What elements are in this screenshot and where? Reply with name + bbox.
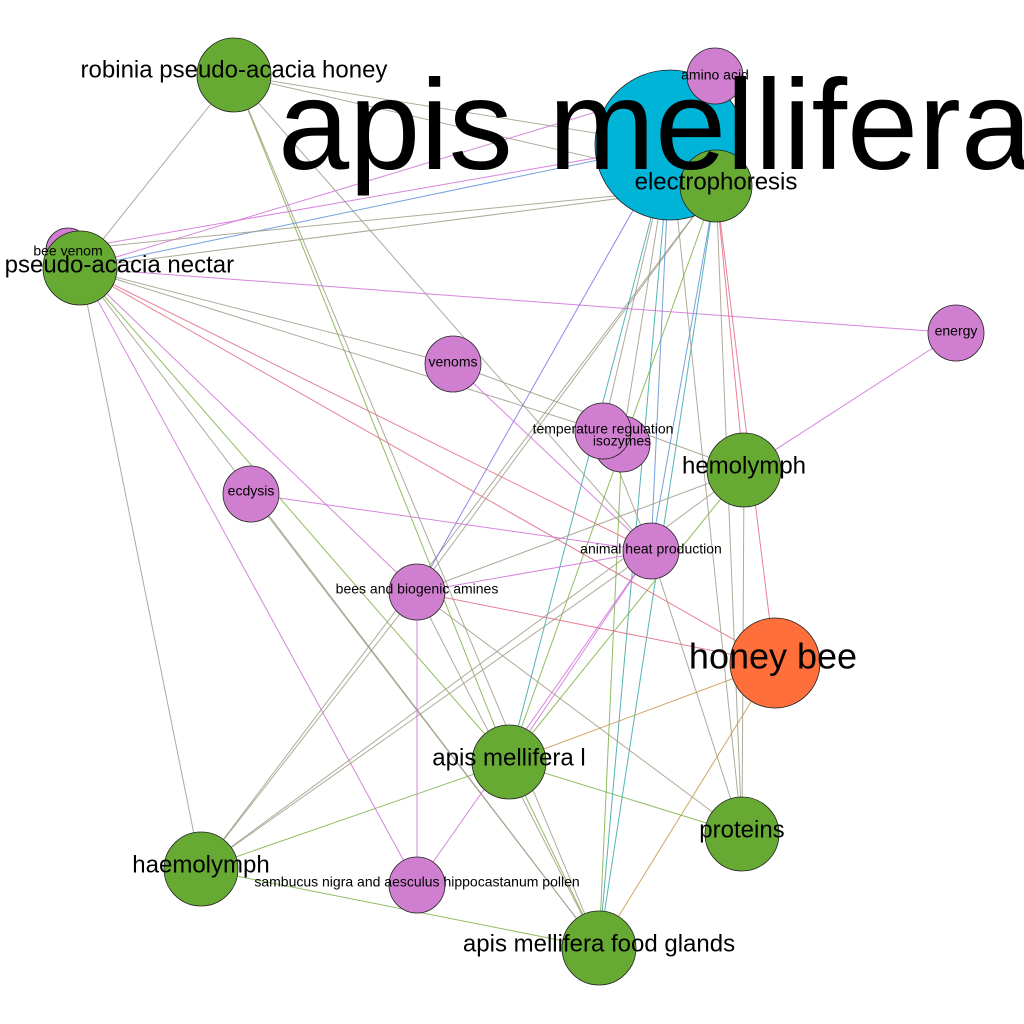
node-energy[interactable]	[927, 304, 985, 362]
edge-robinia-nectar-apis-mellifera	[79, 144, 671, 269]
label-isozymes: isozymes	[593, 433, 651, 449]
edge-venoms-animal-heat	[452, 363, 652, 552]
edge-ecdysis-food-glands	[250, 493, 600, 949]
edge-robinia-nectar-apis-mellifera-l	[79, 267, 510, 763]
edge-biogenic-amines-proteins	[416, 591, 743, 835]
edge-bee-venom-apis-mellifera	[67, 144, 671, 251]
node-venoms[interactable]	[424, 335, 482, 393]
node-animal-heat[interactable]	[622, 522, 680, 580]
edge-electrophoresis-haemolymph	[200, 185, 717, 870]
edge-electrophoresis-animal-heat	[650, 185, 717, 552]
label-apis-mellifera: apis mellifera	[278, 54, 1024, 197]
node-hemolymph[interactable]	[706, 432, 782, 508]
edge-electrophoresis-proteins	[715, 185, 743, 835]
label-robinia-honey: robinia pseudo-acacia honey	[81, 56, 388, 83]
label-amino-acid: amino acid	[681, 67, 749, 83]
edge-animal-heat-apis-mellifera-l	[508, 550, 652, 763]
edge-robinia-nectar-biogenic-amines	[79, 267, 418, 593]
edge-robinia-honey-apis-mellifera-l	[233, 74, 510, 763]
node-proteins[interactable]	[704, 796, 780, 872]
edge-robinia-honey-robinia-nectar	[79, 74, 235, 269]
edge-robinia-nectar-venoms	[79, 267, 454, 365]
edge-animal-heat-biogenic-amines	[416, 550, 652, 593]
edge-biogenic-amines-honey-bee	[416, 591, 776, 664]
edge-honey-bee-food-glands	[598, 662, 776, 949]
edge-ecdysis-animal-heat	[250, 493, 652, 552]
edge-apis-mellifera-biogenic-amines	[416, 144, 671, 593]
label-bee-venom: bee venom	[33, 243, 102, 259]
edge-apis-mellifera-l-proteins	[508, 761, 743, 835]
edge-animal-heat-pollen	[416, 550, 652, 886]
label-proteins: proteins	[699, 816, 784, 843]
edge-animal-heat-haemolymph	[200, 550, 652, 870]
label-hemolymph: hemolymph	[682, 452, 806, 479]
edge-biogenic-amines-haemolymph	[200, 591, 418, 870]
node-apis-mellifera-l[interactable]	[471, 724, 547, 800]
edge-hemolymph-apis-mellifera-l	[508, 469, 745, 763]
label-biogenic-amines: bees and biogenic amines	[336, 581, 499, 597]
edge-robinia-nectar-electrophoresis	[79, 185, 717, 269]
edge-bee-venom-electrophoresis	[67, 185, 717, 251]
label-robinia-nectar: robinia pseudo-acacia nectar	[0, 251, 234, 278]
edge-energy-hemolymph	[743, 332, 957, 471]
label-electrophoresis: electrophoresis	[635, 168, 798, 195]
edge-haemolymph-food-glands	[200, 868, 600, 949]
node-ecdysis[interactable]	[222, 465, 280, 523]
graph-nodes	[42, 37, 985, 986]
node-honey-bee[interactable]	[729, 617, 821, 709]
edge-electrophoresis-hemolymph	[715, 185, 745, 471]
label-apis-mellifera-l: apis mellifera l	[432, 744, 585, 771]
node-electrophoresis[interactable]	[679, 149, 753, 223]
edge-robinia-nectar-haemolymph	[79, 267, 202, 870]
node-pollen[interactable]	[388, 856, 446, 914]
label-energy: energy	[935, 323, 978, 339]
edge-robinia-nectar-animal-heat	[79, 267, 652, 552]
label-haemolymph: haemolymph	[132, 851, 269, 878]
edge-apis-mellifera-proteins	[669, 144, 743, 835]
edge-robinia-honey-food-glands	[233, 74, 600, 949]
label-animal-heat: animal heat production	[580, 541, 722, 557]
edge-robinia-honey-animal-heat	[233, 74, 652, 552]
edge-robinia-nectar-pollen	[79, 267, 418, 886]
edge-robinia-nectar-temperature-regulation	[79, 267, 604, 432]
label-temperature-regulation: temperature regulation	[533, 421, 674, 437]
edge-electrophoresis-honey-bee	[715, 185, 776, 664]
edge-electrophoresis-apis-mellifera-l	[508, 185, 717, 763]
node-robinia-honey[interactable]	[196, 37, 272, 113]
graph-edges	[67, 74, 957, 949]
edge-hemolymph-biogenic-amines	[416, 469, 745, 593]
edge-apis-mellifera-l-haemolymph	[200, 761, 510, 870]
node-robinia-nectar[interactable]	[42, 230, 118, 306]
node-temperature-regulation[interactable]	[574, 402, 632, 460]
node-biogenic-amines[interactable]	[388, 563, 446, 621]
label-food-glands: apis mellifera food glands	[463, 930, 735, 957]
label-pollen: sambucus nigra and aesculus hippocastanu…	[254, 874, 579, 890]
node-food-glands[interactable]	[561, 910, 637, 986]
edge-robinia-nectar-energy	[79, 267, 957, 334]
edge-isozymes-food-glands	[598, 443, 623, 949]
node-haemolymph[interactable]	[163, 831, 239, 907]
edge-robinia-nectar-honey-bee	[79, 267, 776, 664]
node-amino-acid[interactable]	[686, 47, 744, 105]
label-honey-bee: honey bee	[689, 636, 857, 677]
label-venoms: venoms	[428, 354, 477, 370]
edge-honey-bee-apis-mellifera-l	[508, 662, 776, 763]
label-ecdysis: ecdysis	[228, 483, 275, 499]
